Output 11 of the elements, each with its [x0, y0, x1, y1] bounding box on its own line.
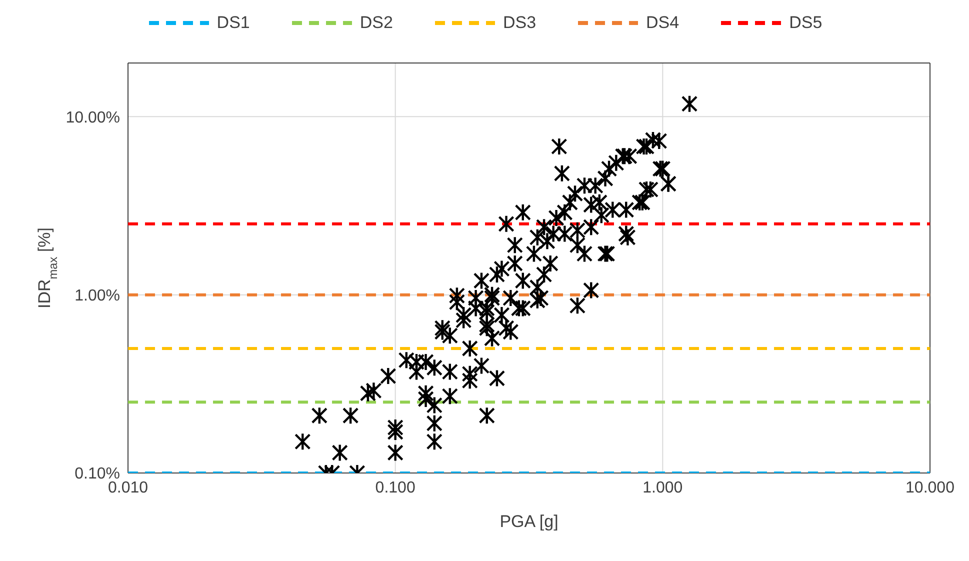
y-tick-label: 10.00%	[66, 109, 120, 126]
y-tick-label: 1.00%	[74, 288, 120, 304]
legend-label: DS2	[360, 13, 393, 33]
legend-label: DS3	[502, 13, 536, 33]
x-axis-title: PGA [g]	[500, 512, 558, 531]
x-tick-label: 10.000	[906, 479, 955, 496]
legend-label: DS4	[646, 13, 680, 33]
legend-label: DS5	[789, 13, 822, 33]
x-tick-label: 1.000	[642, 479, 683, 496]
x-tick-label: 0.100	[375, 479, 416, 496]
legend-label: DS1	[216, 13, 250, 33]
